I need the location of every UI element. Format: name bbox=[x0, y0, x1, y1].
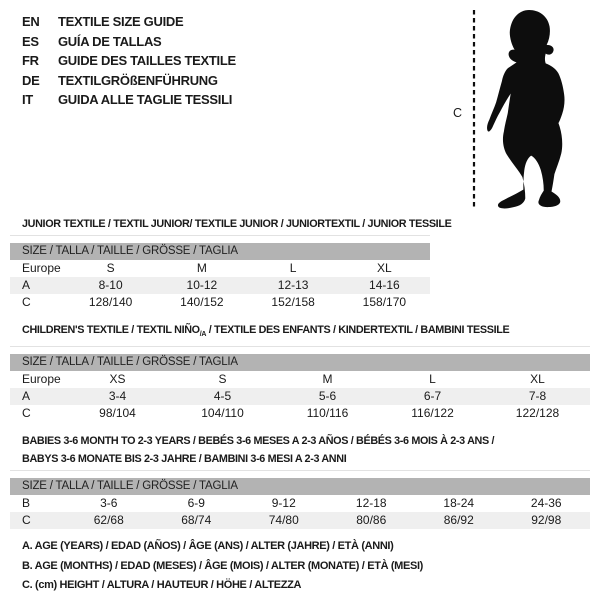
table-row: C 98/104 104/110 110/116 116/122 122/128 bbox=[10, 405, 590, 422]
lang-code: DE bbox=[22, 72, 40, 88]
age-cell: 5-6 bbox=[318, 389, 337, 404]
row-label: C bbox=[22, 295, 31, 309]
age-cell: 14-16 bbox=[369, 278, 400, 292]
lang-title: GUIDE DES TAILLES TEXTILE bbox=[58, 53, 236, 68]
babies-textile-table: BABIES 3-6 MONTH TO 2-3 YEARS / BEBÉS 3-… bbox=[10, 434, 590, 530]
height-cell: 68/74 bbox=[181, 513, 212, 528]
lang-title: GUIDA ALLE TAGLIE TESSILI bbox=[58, 92, 233, 107]
baby-silhouette-icon bbox=[487, 9, 565, 209]
height-cell: 128/140 bbox=[88, 295, 133, 309]
height-cell: 152/158 bbox=[271, 295, 315, 309]
figure-area: C bbox=[448, 8, 588, 210]
lang-title: GUÍA DE TALLAS bbox=[58, 33, 162, 49]
size-cell: L bbox=[429, 372, 436, 387]
lang-row-de: DE TEXTILGRÖßENFÜHRUNG bbox=[22, 71, 236, 91]
months-cell: 9-12 bbox=[271, 496, 296, 511]
table-title-line2: BABYS 3-6 MONATE BIS 2-3 JAHRE / BAMBINI… bbox=[22, 453, 347, 466]
language-legend: EN TEXTILE SIZE GUIDE ES GUÍA DE TALLAS … bbox=[22, 12, 236, 110]
row-label: Europe bbox=[22, 261, 61, 275]
lang-row-en: EN TEXTILE SIZE GUIDE bbox=[22, 12, 236, 32]
table-title: BABIES 3-6 MONTH TO 2-3 YEARS / BEBÉS 3-… bbox=[22, 435, 495, 448]
height-cell: 80/86 bbox=[356, 513, 387, 528]
size-cell: XS bbox=[109, 372, 126, 387]
table-title: JUNIOR TEXTILE / TEXTIL JUNIOR/ TEXTILE … bbox=[22, 218, 452, 230]
age-cell: 4-5 bbox=[213, 389, 232, 404]
size-cell: L bbox=[289, 261, 297, 275]
table-rule bbox=[10, 346, 590, 348]
table-row: C 62/68 68/74 74/80 80/86 86/92 92/98 bbox=[10, 512, 590, 530]
height-cell: 116/122 bbox=[411, 406, 454, 421]
lang-code: EN bbox=[22, 14, 40, 29]
footnote-a: A. AGE (YEARS) / EDAD (AÑOS) / ÂGE (ANS)… bbox=[22, 540, 394, 552]
row-label: C bbox=[22, 406, 31, 421]
months-cell: 12-18 bbox=[355, 496, 387, 511]
height-cell: 158/170 bbox=[362, 295, 407, 309]
age-cell: 6-7 bbox=[423, 389, 442, 404]
table-rule bbox=[10, 470, 590, 472]
size-band: SIZE / TALLA / TAILLE / GRÖSSE / TAGLIA bbox=[10, 243, 430, 260]
row-label: B bbox=[22, 496, 31, 511]
months-cell: 18-24 bbox=[443, 496, 475, 511]
lang-row-es: ES GUÍA DE TALLAS bbox=[22, 32, 236, 52]
size-cell: S bbox=[106, 261, 115, 275]
size-cell: XL bbox=[530, 372, 545, 387]
size-band: SIZE / TALLA / TAILLE / GRÖSSE / TAGLIA bbox=[10, 354, 590, 372]
height-dashed-line bbox=[472, 10, 476, 208]
table-row: Europe XS S M L XL bbox=[10, 371, 590, 388]
age-cell: 3-4 bbox=[108, 389, 127, 404]
row-label: A bbox=[22, 278, 31, 292]
age-cell: 8-10 bbox=[98, 278, 123, 292]
height-measure-label: C bbox=[453, 106, 463, 120]
lang-row-fr: FR GUIDE DES TAILLES TEXTILE bbox=[22, 51, 236, 71]
footnotes: A. AGE (YEARS) / EDAD (AÑOS) / ÂGE (ANS)… bbox=[22, 537, 423, 596]
months-cell: 6-9 bbox=[187, 496, 205, 511]
months-cell: 3-6 bbox=[100, 496, 118, 511]
table-rule bbox=[10, 235, 430, 236]
footnote-c: C. (cm) HEIGHT / ALTURA / HAUTEUR / HÖHE… bbox=[22, 579, 302, 591]
height-cell: 122/128 bbox=[515, 406, 560, 421]
size-cell: XL bbox=[377, 261, 392, 275]
lang-code: FR bbox=[22, 53, 39, 68]
height-cell: 86/92 bbox=[443, 513, 474, 528]
row-label: A bbox=[22, 389, 31, 404]
title-subscript: /A bbox=[199, 331, 207, 339]
lang-title: TEXTILE SIZE GUIDE bbox=[58, 14, 184, 29]
age-cell: 7-8 bbox=[528, 389, 547, 404]
height-cell: 74/80 bbox=[268, 513, 299, 528]
row-label: Europe bbox=[22, 372, 61, 387]
height-cell: 140/152 bbox=[180, 295, 224, 309]
junior-textile-table: JUNIOR TEXTILE / TEXTIL JUNIOR/ TEXTILE … bbox=[10, 217, 590, 311]
height-cell: 98/104 bbox=[99, 406, 136, 421]
table-row: Europe S M L XL bbox=[10, 260, 430, 277]
size-cell: M bbox=[196, 261, 207, 275]
table-row: A 8-10 10-12 12-13 14-16 bbox=[10, 277, 430, 294]
months-cell: 24-36 bbox=[530, 496, 562, 511]
height-cell: 92/98 bbox=[531, 513, 562, 528]
table-row: B 3-6 6-9 9-12 12-18 18-24 24-36 bbox=[10, 495, 590, 512]
lang-row-it: IT GUIDA ALLE TAGLIE TESSILI bbox=[22, 90, 236, 110]
table-row: A 3-4 4-5 5-6 6-7 7-8 bbox=[10, 388, 590, 406]
row-label: C bbox=[22, 513, 31, 528]
height-cell: 62/68 bbox=[93, 513, 124, 528]
size-tables: JUNIOR TEXTILE / TEXTIL JUNIOR/ TEXTILE … bbox=[10, 217, 590, 541]
footnote-b: B. AGE (MONTHS) / EDAD (MESES) / ÂGE (MO… bbox=[22, 559, 423, 572]
lang-code: IT bbox=[22, 92, 33, 107]
age-cell: 10-12 bbox=[186, 278, 218, 292]
height-cell: 104/110 bbox=[201, 406, 244, 421]
lang-title: TEXTILGRÖßENFÜHRUNG bbox=[58, 72, 218, 88]
childrens-textile-table: CHILDREN'S TEXTILE / TEXTIL NIÑO/A / TEX… bbox=[10, 323, 590, 422]
size-cell: S bbox=[218, 372, 227, 387]
height-cell: 110/116 bbox=[306, 406, 349, 421]
table-row: C 128/140 140/152 152/158 158/170 bbox=[10, 294, 430, 311]
size-cell: M bbox=[322, 372, 333, 387]
age-cell: 12-13 bbox=[277, 278, 309, 292]
lang-code: ES bbox=[22, 33, 39, 49]
size-band: SIZE / TALLA / TAILLE / GRÖSSE / TAGLIA bbox=[10, 478, 590, 496]
table-title: CHILDREN'S TEXTILE / TEXTIL NIÑO/A / TEX… bbox=[22, 324, 510, 339]
